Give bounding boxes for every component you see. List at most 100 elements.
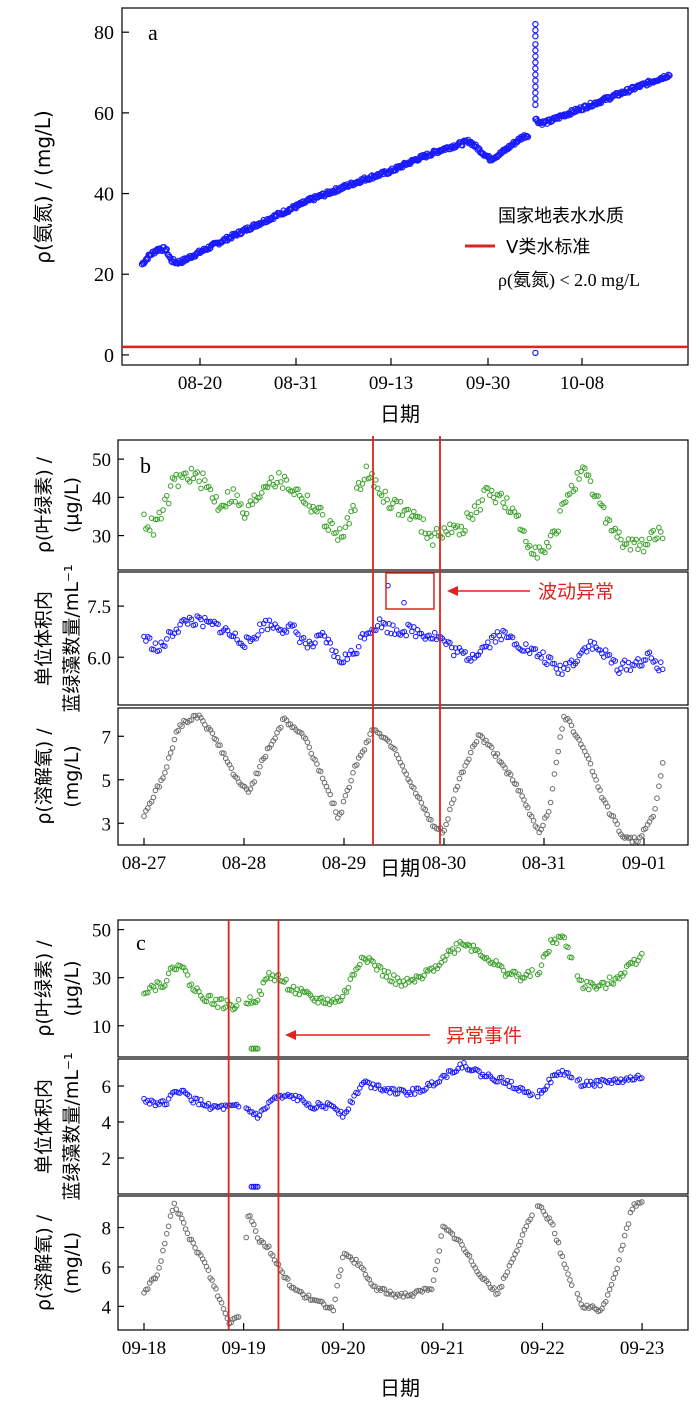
data-point xyxy=(374,1082,380,1089)
data-point xyxy=(481,644,487,650)
data-point xyxy=(500,967,507,974)
data-point xyxy=(192,621,199,628)
data-point xyxy=(410,1086,416,1092)
data-point xyxy=(585,643,592,650)
data-point xyxy=(249,501,256,508)
panel-a-y-axis: 0 20 40 60 80 xyxy=(94,22,129,367)
data-point xyxy=(658,773,664,779)
data-point xyxy=(158,1258,164,1264)
data-point xyxy=(395,511,402,518)
panel-b-letter: b xyxy=(140,453,151,478)
data-point xyxy=(255,632,261,638)
data-point xyxy=(350,769,356,776)
data-point xyxy=(150,532,157,538)
data-point xyxy=(278,479,284,485)
y-tick-label: 30 xyxy=(92,527,111,548)
data-point xyxy=(183,470,189,477)
data-point xyxy=(629,1077,636,1083)
data-point xyxy=(620,1242,626,1249)
data-point xyxy=(447,521,453,528)
data-point xyxy=(548,1079,554,1086)
data-point xyxy=(534,555,541,561)
y-tick-label: 10 xyxy=(92,1017,111,1038)
data-point xyxy=(376,616,383,622)
panel-a-y-label: ρ(氨氮) / (mg/L) xyxy=(31,110,55,263)
data-point xyxy=(374,485,381,492)
data-point xyxy=(383,974,390,980)
legend-line-3: ρ(氨氮) < 2.0 mg/L xyxy=(498,270,640,291)
data-point xyxy=(606,1286,613,1293)
data-point xyxy=(455,946,462,953)
data-point xyxy=(190,475,197,482)
ammonia-point xyxy=(508,142,515,149)
anomaly-annotation: 波动异常 xyxy=(538,581,614,603)
data-point xyxy=(409,513,415,520)
data-point xyxy=(352,650,358,657)
data-point xyxy=(264,484,271,491)
data-point xyxy=(614,534,620,540)
data-point xyxy=(322,1105,329,1111)
data-point xyxy=(219,750,225,756)
data-point xyxy=(576,736,582,743)
data-point xyxy=(593,1077,600,1084)
data-point xyxy=(224,627,231,634)
data-point xyxy=(654,535,660,542)
panel-a-marks xyxy=(122,20,688,357)
data-point xyxy=(332,999,339,1005)
data-point xyxy=(534,1093,541,1100)
data-point xyxy=(438,1233,445,1239)
data-point xyxy=(363,463,370,470)
data-point xyxy=(344,656,351,663)
data-point xyxy=(623,541,630,547)
data-point xyxy=(274,479,280,486)
data-point xyxy=(268,475,275,481)
data-point xyxy=(236,640,242,646)
data-point xyxy=(217,742,223,749)
outlier-point xyxy=(248,1045,255,1052)
data-point xyxy=(422,806,429,813)
data-point xyxy=(205,1267,212,1273)
data-point xyxy=(568,1074,575,1081)
data-point xyxy=(218,1300,225,1306)
data-point xyxy=(259,490,265,496)
x-tick-label: 09-30 xyxy=(466,373,510,394)
data-point xyxy=(432,1266,439,1273)
data-point xyxy=(656,783,662,790)
data-point xyxy=(347,976,354,982)
y-tick-label: 0 xyxy=(104,345,114,367)
data-point xyxy=(317,504,324,511)
data-point xyxy=(591,640,598,646)
data-point xyxy=(335,537,341,543)
data-point xyxy=(547,654,554,661)
data-point xyxy=(324,996,331,1003)
data-point xyxy=(305,1292,312,1299)
data-point xyxy=(162,983,168,989)
x-tick-label: 08-30 xyxy=(422,853,466,874)
data-point xyxy=(572,486,579,493)
data-point xyxy=(319,994,325,1001)
y-tick-label: 20 xyxy=(94,264,114,286)
data-point xyxy=(450,796,457,803)
data-point xyxy=(612,658,619,664)
data-point xyxy=(458,523,465,530)
data-point xyxy=(604,803,611,810)
panel-a-x-label: 日期 xyxy=(380,402,420,426)
data-point xyxy=(462,528,468,534)
spike-point xyxy=(532,41,539,48)
data-point xyxy=(557,662,563,669)
data-point xyxy=(292,1092,299,1099)
subplot-1: 6.0 7.5 单位体积内 蓝绿藻数量/mL⁻¹ xyxy=(33,564,689,713)
data-point xyxy=(207,486,214,493)
data-point xyxy=(450,652,457,659)
data-point xyxy=(606,652,613,658)
data-point xyxy=(393,498,400,505)
panel-a-letter: a xyxy=(148,20,158,45)
data-point xyxy=(251,1221,257,1228)
outlier-point xyxy=(254,1183,261,1190)
data-point xyxy=(336,1273,342,1280)
data-point xyxy=(154,1272,160,1278)
data-point xyxy=(355,1090,361,1097)
data-point xyxy=(568,657,575,664)
data-point xyxy=(521,797,527,803)
